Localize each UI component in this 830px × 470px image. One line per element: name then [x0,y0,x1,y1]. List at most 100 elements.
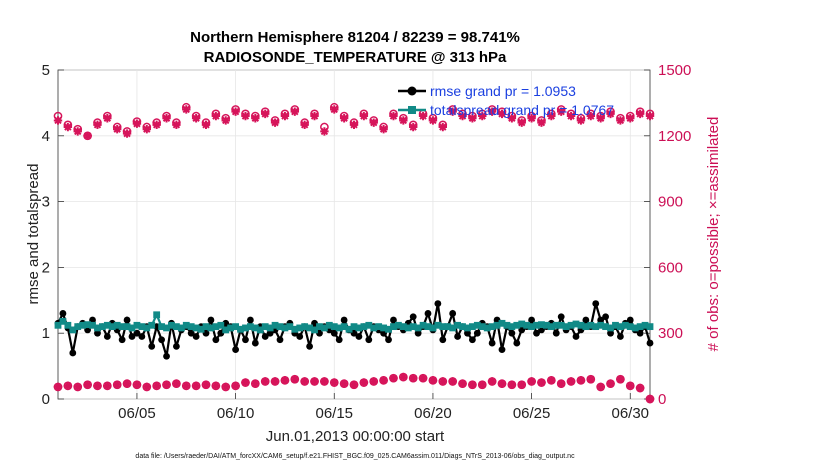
totalspread-point [547,323,555,331]
totalspread-point [587,321,595,329]
rmse-point [597,316,605,324]
obs-assimilated-point [330,378,339,387]
rmse-point [508,329,516,337]
totalspread-point [360,323,368,331]
rmse-point [557,313,565,321]
obs-assimilated-point [310,377,319,386]
rmse-point [469,336,476,344]
obs-assimilated-point [458,379,467,388]
obs-assimilated-point [63,122,73,132]
obs-assimilated-point [93,120,102,130]
obs-assimilated-point [626,114,635,123]
obs-assimilated-point [616,116,625,125]
rmse-point [488,339,496,347]
rmse-point [148,342,156,350]
totalspread-point [242,324,249,332]
rmse-point [409,313,417,321]
obs-series [53,102,655,404]
totalspread-point [232,323,239,331]
obs-assimilated-point [122,129,132,138]
totalspread-point [74,323,82,331]
totalspread-point [306,324,313,332]
obs-assimilated-point [310,111,319,121]
obs-assimilated-point [83,380,92,389]
right-tick-label: 900 [658,194,683,211]
obs-assimilated-point [300,120,309,130]
rmse-point [103,333,111,340]
obs-assimilated-point [280,376,290,385]
totalspread-point [217,321,225,329]
rmse-point [607,329,614,337]
rmse-point [582,316,590,324]
obs-assimilated-point [507,114,517,123]
obs-assimilated-point [339,379,349,388]
obs-assimilated-point [438,122,447,132]
totalspread-point [177,324,185,332]
totalspread-point [404,324,412,332]
x-axis-label: Jun.01,2013 00:00:00 start [266,428,445,445]
totalspread-point [64,321,72,329]
obs-assimilated-point [221,382,230,392]
obs-assimilated-point [399,372,408,382]
obs-assimilated-point [73,382,82,392]
rmse-point [133,329,141,337]
rmse-point [123,316,131,324]
obs-assimilated-point [379,125,388,134]
rmse-point [118,336,126,344]
obs-assimilated-point [596,114,605,123]
totalspread-point [89,321,96,329]
obs-assimilated-point [300,377,309,386]
rmse-point [163,352,170,360]
rmse-point [439,336,447,344]
right-axis: 0 300 600 900 1200 1500 [644,62,691,408]
totalspread-point [424,323,432,331]
obs-assimilated-point [132,380,142,389]
obs-assimilated-point [557,379,566,388]
rmse-point [473,329,481,337]
rmse-point [330,329,338,337]
rmse-point [158,336,166,344]
totalspread-point [370,324,378,332]
obs-assimilated-point [497,379,507,388]
obs-assimilated-point [389,373,398,383]
y-axis-label-left: rmse and totalspread [25,164,42,305]
obs-assimilated-point [428,376,438,385]
obs-assimilated-point [487,107,497,116]
obs-assimilated-point [231,381,240,391]
obs-assimilated-point [478,111,487,121]
obs-assimilated-point [645,394,655,404]
totalspread-point [311,326,318,334]
totalspread-point [567,321,575,329]
left-tick-label: 5 [42,62,50,79]
obs-assimilated-point [359,111,369,121]
totalspread-point [271,321,279,329]
totalspread-point [592,323,600,331]
legend-rmse-label: rmse grand pr = 1.0953 [430,83,576,99]
rmse-point [94,329,101,337]
x-tick-label: 06/05 [118,405,156,422]
totalspread-point [54,321,62,329]
rmse-point [296,333,304,340]
obs-assimilated-point [527,377,536,386]
x-axis: 06/05 06/10 06/15 06/20 06/25 06/30 [118,393,649,422]
totalspread-point [138,323,146,331]
totalspread-point [256,326,264,334]
obs-assimilated-point [113,125,122,134]
obs-assimilated-point [517,380,526,389]
rmse-point [138,333,146,340]
totalspread-point [247,323,254,331]
obs-assimilated-point [132,119,142,128]
legend: rmse grand pr = 1.0953 totalspread grand… [398,83,614,118]
totalspread-point [617,323,624,331]
x-tick-label: 06/25 [513,405,551,422]
rmse-point [602,313,609,321]
obs-assimilated-point [103,381,112,391]
rmse-point [592,300,600,307]
obs-assimilated-point [122,379,132,388]
obs-assimilated-point [507,380,517,389]
totalspread-point [454,321,461,329]
rmse-point [464,329,471,337]
rmse-point [617,333,624,340]
totalspread-point [113,321,121,329]
totalspread-point [577,321,585,329]
